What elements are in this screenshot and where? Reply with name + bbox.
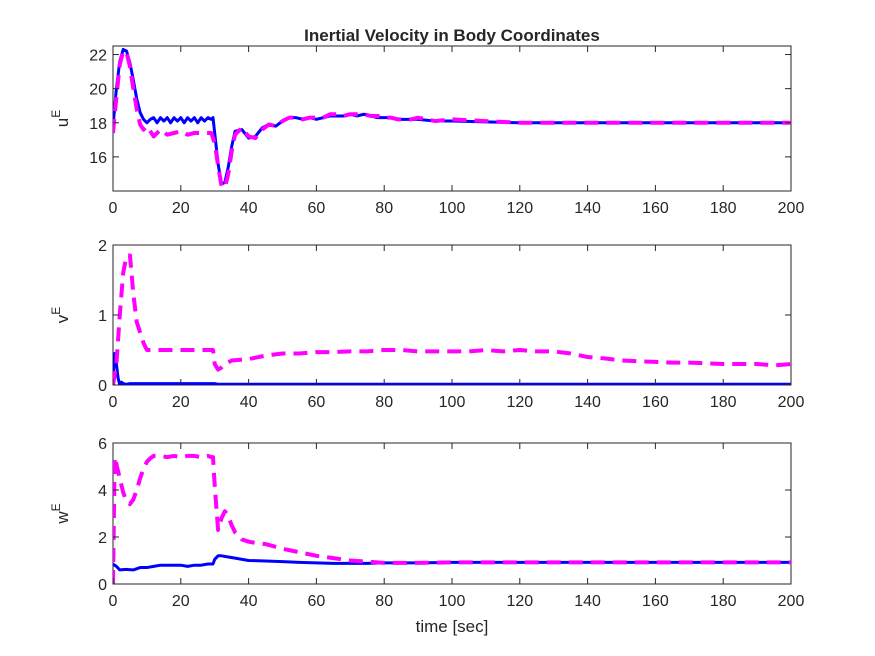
- x-tick-label: 160: [642, 394, 669, 411]
- x-tick-label: 180: [710, 394, 737, 411]
- y-axis-label-superscript: E: [49, 503, 63, 511]
- y-axis-label-main: v: [53, 314, 72, 323]
- y-tick-label: 16: [89, 150, 107, 167]
- y-tick-label: 18: [89, 116, 107, 133]
- series-line-u-dashed: [113, 49, 791, 190]
- y-axis-label-main: u: [53, 118, 72, 127]
- y-axis-label-w: wE: [49, 503, 72, 524]
- x-tick-label: 80: [375, 394, 393, 411]
- y-axis-label-v: vE: [49, 307, 72, 324]
- subplot-v-velocity: 0 20 40 60 80 100 120 140 160 180 200 0 1 2 vE: [49, 238, 804, 411]
- y-tick-label: 1: [98, 308, 107, 325]
- y-axis-label-superscript: E: [49, 110, 63, 118]
- y-tick-label: 22: [89, 48, 107, 65]
- subplot-w-velocity: 0 20 40 60 80 100 120 140 160 180 200 0 2 4 6 wE: [49, 436, 804, 610]
- y-tick-label: 20: [89, 82, 107, 99]
- x-tick-label: 140: [574, 593, 601, 610]
- series-line-v-dashed: [113, 253, 791, 385]
- x-tick-label: 60: [308, 394, 326, 411]
- x-tick-label: 120: [506, 394, 533, 411]
- x-tick-label: 60: [308, 200, 326, 217]
- y-tick-label: 4: [98, 483, 107, 500]
- x-tick-label: 200: [778, 593, 805, 610]
- axes-box-u: [112, 45, 792, 192]
- x-tick-label: 0: [109, 593, 118, 610]
- x-tick-label: 100: [439, 593, 466, 610]
- y-tick-label: 2: [98, 530, 107, 547]
- x-tick-label: 160: [642, 593, 669, 610]
- x-tick-label: 80: [375, 200, 393, 217]
- x-tick-label: 0: [109, 394, 118, 411]
- x-tick-label: 0: [109, 200, 118, 217]
- x-tick-label: 80: [375, 593, 393, 610]
- x-tick-label: 100: [439, 394, 466, 411]
- x-tick-label: 180: [710, 593, 737, 610]
- x-tick-label: 40: [240, 593, 258, 610]
- y-axis-label-superscript: E: [49, 307, 63, 315]
- y-tick-label: 0: [98, 577, 107, 594]
- series-line-w-dashed: [113, 453, 791, 584]
- x-tick-label: 20: [172, 593, 190, 610]
- subplot-u-velocity: 0 20 40 60 80 100 120 140 160 180 200 16 18 20 22 uE: [49, 45, 805, 217]
- x-tick-label: 60: [308, 593, 326, 610]
- y-tick-label: 2: [98, 238, 107, 255]
- x-axis-label: time [sec]: [416, 617, 489, 636]
- x-tick-label: 160: [642, 200, 669, 217]
- x-tick-label: 20: [172, 200, 190, 217]
- x-tick-label: 40: [240, 394, 258, 411]
- x-tick-label: 100: [439, 200, 466, 217]
- x-tick-label: 20: [172, 394, 190, 411]
- figure-title: Inertial Velocity in Body Coordinates: [304, 26, 600, 45]
- x-tick-label: 180: [710, 200, 737, 217]
- x-tick-label: 200: [778, 394, 805, 411]
- x-tick-label: 140: [574, 394, 601, 411]
- y-tick-label: 6: [98, 436, 107, 453]
- x-tick-label: 140: [574, 200, 601, 217]
- x-tick-label: 40: [240, 200, 258, 217]
- x-tick-label: 200: [778, 200, 805, 217]
- y-tick-label: 0: [98, 378, 107, 395]
- y-axis-label-u: uE: [49, 110, 72, 127]
- y-axis-label-main: w: [53, 511, 72, 525]
- x-tick-label: 120: [506, 200, 533, 217]
- series-line-v-solid: [113, 352, 791, 385]
- x-tick-label: 120: [506, 593, 533, 610]
